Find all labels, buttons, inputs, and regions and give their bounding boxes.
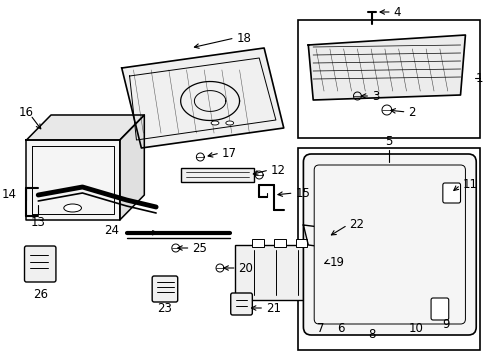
Ellipse shape [63, 204, 81, 212]
Bar [298, 20, 479, 138]
Text: 25: 25 [192, 242, 207, 255]
Bar [180, 168, 254, 182]
FancyBboxPatch shape [442, 183, 460, 203]
Text: 15: 15 [295, 186, 310, 199]
Polygon shape [26, 140, 120, 220]
Bar [252, 239, 264, 247]
FancyBboxPatch shape [24, 246, 56, 282]
Text: 1: 1 [475, 72, 482, 85]
Polygon shape [122, 48, 283, 148]
Text: 14: 14 [1, 188, 17, 201]
Text: 21: 21 [265, 302, 281, 315]
FancyBboxPatch shape [314, 165, 465, 324]
FancyBboxPatch shape [430, 298, 448, 320]
Text: 10: 10 [408, 321, 423, 334]
Text: 6: 6 [336, 321, 344, 334]
Text: 23: 23 [157, 302, 172, 315]
Polygon shape [303, 225, 347, 250]
Polygon shape [120, 115, 144, 220]
Bar [295, 239, 306, 247]
Bar [234, 245, 323, 300]
Text: 12: 12 [270, 163, 285, 176]
FancyBboxPatch shape [230, 293, 252, 315]
Bar [298, 148, 479, 350]
Text: 7: 7 [317, 321, 324, 334]
Text: 11: 11 [462, 177, 476, 190]
Polygon shape [307, 35, 465, 100]
Text: 19: 19 [329, 256, 344, 269]
FancyBboxPatch shape [303, 154, 475, 335]
Text: 8: 8 [367, 328, 375, 342]
Ellipse shape [211, 121, 219, 125]
FancyBboxPatch shape [152, 276, 177, 302]
Text: 3: 3 [371, 90, 379, 103]
Text: 17: 17 [222, 147, 236, 159]
Text: 26: 26 [33, 288, 48, 302]
Text: 4: 4 [393, 5, 401, 18]
Bar [273, 239, 285, 247]
Text: 16: 16 [19, 105, 34, 118]
Text: 20: 20 [238, 261, 253, 274]
Text: 5: 5 [385, 135, 392, 148]
Text: 13: 13 [31, 216, 45, 229]
Text: 22: 22 [349, 217, 364, 230]
Text: 24: 24 [103, 224, 119, 237]
Polygon shape [26, 115, 144, 140]
Text: 9: 9 [441, 319, 448, 332]
Text: 18: 18 [236, 32, 251, 45]
Text: 2: 2 [407, 105, 415, 118]
Ellipse shape [225, 121, 233, 125]
